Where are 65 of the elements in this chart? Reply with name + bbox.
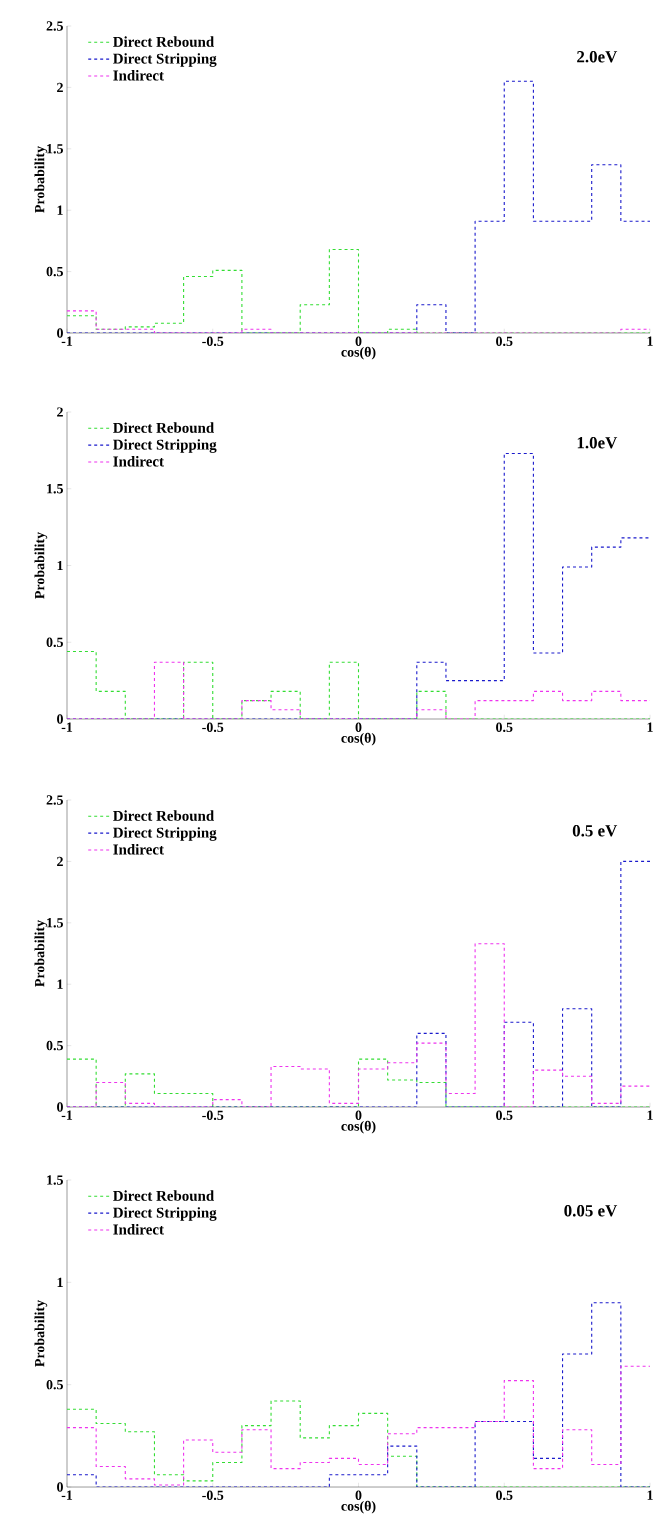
x-tick-label: 0.5 <box>496 722 513 733</box>
x-tick-label: 0 <box>355 722 362 732</box>
legend-label: Indirect <box>113 1224 164 1235</box>
x-tick-label: -0.5 <box>202 336 224 346</box>
x-tick-label: -1 <box>61 1110 73 1120</box>
y-tick-label: 1.5 <box>47 484 63 494</box>
legend-label: Direct Rebound <box>113 810 215 821</box>
legend-label: Direct Rebound <box>113 36 215 47</box>
y-axis-title: Probability <box>34 1300 48 1367</box>
x-tick-label: 1 <box>647 1490 653 1500</box>
legend-label: Direct Stripping <box>113 827 217 841</box>
x-tick-label: 1 <box>647 722 653 732</box>
legend-label: Indirect <box>113 456 164 467</box>
y-tick-label: 0.5 <box>46 1379 63 1390</box>
y-tick-label: 2 <box>57 82 63 93</box>
annotation: 2.0eV <box>577 51 618 63</box>
y-tick-label: 1 <box>57 1277 63 1287</box>
y-tick-label: 0 <box>57 1102 63 1112</box>
y-tick-label: 1.5 <box>47 1175 63 1185</box>
x-tick-label: 0.5 <box>496 336 513 346</box>
annotation: 0.5 eV <box>572 825 618 837</box>
y-tick-label: 0 <box>57 1482 63 1492</box>
x-tick-label: 0.5 <box>496 1110 513 1121</box>
x-tick-label: -1 <box>61 336 73 346</box>
y-tick-label: 2.5 <box>46 795 63 805</box>
x-tick-label: -0.5 <box>202 1490 224 1501</box>
x-tick-label: 0 <box>355 1110 362 1120</box>
legend-label: Direct Stripping <box>113 439 217 453</box>
x-tick-label: -0.5 <box>202 722 224 733</box>
legend-label: Direct Rebound <box>113 422 215 433</box>
x-tick-label: 0.5 <box>496 1490 513 1501</box>
x-tick-label: -0.5 <box>202 1110 224 1121</box>
annotation: 0.05 eV <box>564 1205 618 1217</box>
y-axis-title: Probability <box>34 146 48 213</box>
y-tick-label: 0 <box>57 714 63 724</box>
x-axis-title: cos(θ) <box>341 732 376 746</box>
legend-label: Direct Stripping <box>113 1207 217 1221</box>
y-tick-label: 0 <box>57 328 63 338</box>
y-tick-label: 2 <box>57 407 63 417</box>
legend-label: Direct Stripping <box>113 53 217 67</box>
x-tick-label: 0 <box>355 336 362 346</box>
y-tick-label: 1 <box>57 979 63 989</box>
annotation: 1.0eV <box>577 437 618 449</box>
x-tick-label: 1 <box>647 336 653 346</box>
y-tick-label: 0.5 <box>46 637 63 647</box>
y-tick-label: 1.5 <box>47 918 63 928</box>
y-tick-label: 2 <box>57 856 63 867</box>
y-axis-title: Probability <box>34 920 48 987</box>
y-tick-label: 1.5 <box>47 144 63 154</box>
y-axis-title: Probability <box>34 532 48 599</box>
legend-label: Direct Rebound <box>113 1190 215 1201</box>
x-axis-title: cos(θ) <box>341 346 376 360</box>
legend-label: Indirect <box>113 844 164 855</box>
legend-label: Indirect <box>113 70 164 81</box>
y-tick-label: 1 <box>57 560 63 571</box>
x-tick-label: 0 <box>355 1490 362 1500</box>
y-tick-label: 1 <box>57 205 63 215</box>
x-tick-label: -1 <box>61 1490 73 1500</box>
y-tick-label: 2.5 <box>46 21 63 31</box>
x-tick-label: 1 <box>647 1110 653 1120</box>
x-tick-label: -1 <box>61 722 73 732</box>
x-axis-title: cos(θ) <box>341 1120 376 1134</box>
x-axis-title: cos(θ) <box>341 1500 376 1514</box>
y-tick-label: 0.5 <box>46 266 63 277</box>
y-tick-label: 0.5 <box>46 1040 63 1051</box>
